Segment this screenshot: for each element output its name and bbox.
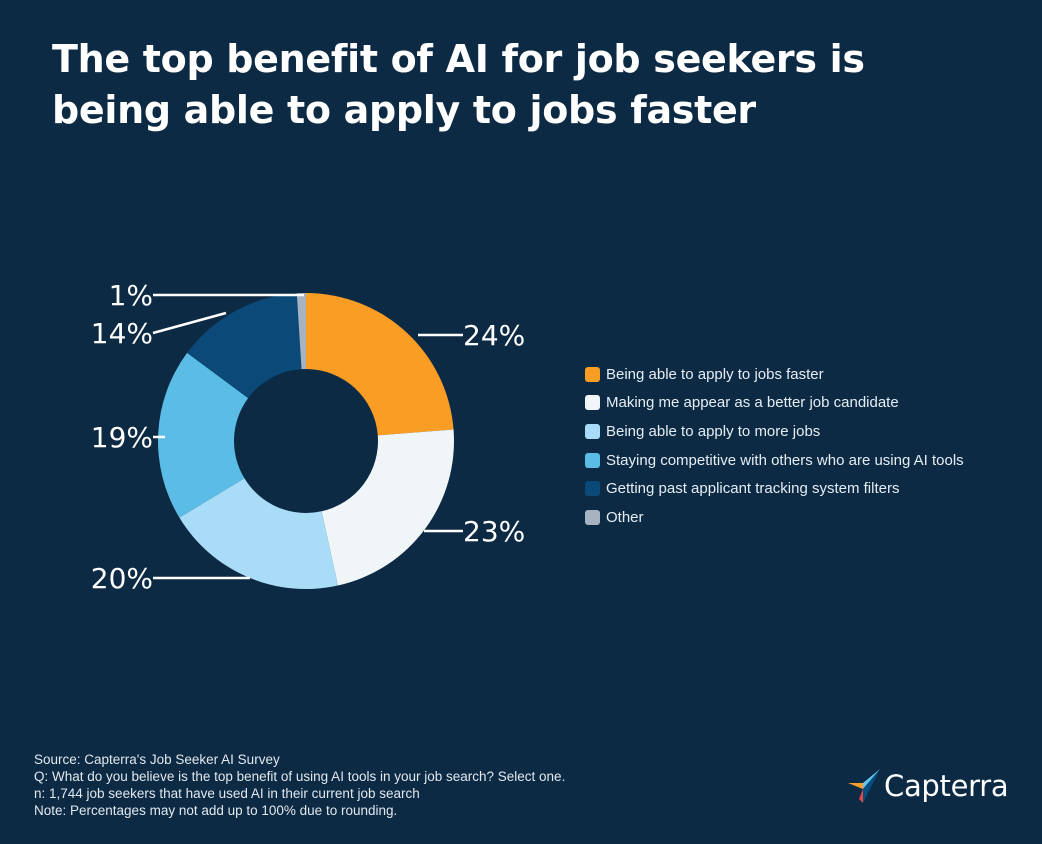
slice-other bbox=[296, 293, 306, 370]
legend-swatch bbox=[585, 366, 600, 382]
legend-item-being-able-to-apply-to-jobs-faster: Being able to apply to jobs faster bbox=[585, 360, 964, 389]
brand-name: Capterra bbox=[884, 769, 1009, 803]
legend-label: Getting past applicant tracking system f… bbox=[606, 480, 900, 498]
chart-legend: Being able to apply to jobs faster Making… bbox=[585, 360, 964, 532]
survey-question: Q: What do you believe is the top benefi… bbox=[34, 769, 566, 784]
value-label-making-me-appear-as-a-better-job-candidate: 23% bbox=[463, 515, 525, 548]
chart-title-line-1: The top benefit of AI for job seekers is bbox=[52, 37, 865, 81]
legend-item-making-me-appear-as-a-better-job-candidate: Making me appear as a better job candida… bbox=[585, 389, 964, 418]
logo-red-shape bbox=[859, 789, 863, 803]
legend-label: Staying competitive with others who are … bbox=[606, 451, 964, 469]
slice-staying-competitive-with-others-who-are-using-ai-tools bbox=[158, 352, 249, 518]
legend-label: Being able to apply to jobs faster bbox=[606, 365, 824, 383]
legend-swatch bbox=[585, 423, 600, 439]
rounding-note: Note: Percentages may not add up to 100%… bbox=[34, 803, 398, 818]
slice-being-able-to-apply-to-more-jobs bbox=[179, 478, 338, 589]
slice-making-me-appear-as-a-better-job-candidate bbox=[321, 429, 454, 586]
legend-swatch bbox=[585, 509, 600, 525]
legend-item-getting-past-applicant-tracking-system-filters: Getting past applicant tracking system f… bbox=[585, 474, 964, 503]
legend-swatch bbox=[585, 452, 600, 468]
legend-item-other: Other bbox=[585, 503, 964, 532]
legend-swatch bbox=[585, 395, 600, 411]
legend-item-staying-competitive-with-others-who-are-using-ai-tools: Staying competitive with others who are … bbox=[585, 446, 964, 475]
leader-line-getting-past-applicant-tracking-system-filters bbox=[152, 311, 227, 335]
legend-item-being-able-to-apply-to-more-jobs: Being able to apply to more jobs bbox=[585, 417, 964, 446]
logo-orange-shape bbox=[848, 783, 863, 789]
slice-getting-past-applicant-tracking-system-filters bbox=[187, 293, 302, 399]
value-label-other: 1% bbox=[109, 279, 153, 312]
sample-size: n: 1,744 job seekers that have used AI i… bbox=[34, 786, 420, 801]
legend-label: Other bbox=[606, 508, 644, 526]
source-note: Source: Capterra's Job Seeker AI Survey bbox=[34, 752, 280, 767]
chart-footer: Source: Capterra's Job Seeker AI Survey … bbox=[34, 751, 565, 819]
legend-label: Making me appear as a better job candida… bbox=[606, 394, 899, 412]
capterra-logo: Capterra bbox=[846, 768, 1009, 804]
capterra-arrow-icon bbox=[848, 769, 880, 803]
logo-dark-blue-shape bbox=[863, 769, 880, 803]
value-label-being-able-to-apply-to-more-jobs: 20% bbox=[91, 562, 153, 595]
chart-title-line-2: being able to apply to jobs faster bbox=[52, 88, 756, 132]
value-label-being-able-to-apply-to-jobs-faster: 24% bbox=[463, 319, 525, 352]
slice-being-able-to-apply-to-jobs-faster bbox=[306, 293, 454, 436]
legend-swatch bbox=[585, 481, 600, 497]
legend-label: Being able to apply to more jobs bbox=[606, 422, 821, 440]
value-label-getting-past-applicant-tracking-system-filters: 14% bbox=[91, 317, 153, 350]
chart-title: The top benefit of AI for job seekers is… bbox=[52, 34, 992, 136]
value-label-staying-competitive-with-others-who-are-using-ai-tools: 19% bbox=[91, 421, 153, 454]
